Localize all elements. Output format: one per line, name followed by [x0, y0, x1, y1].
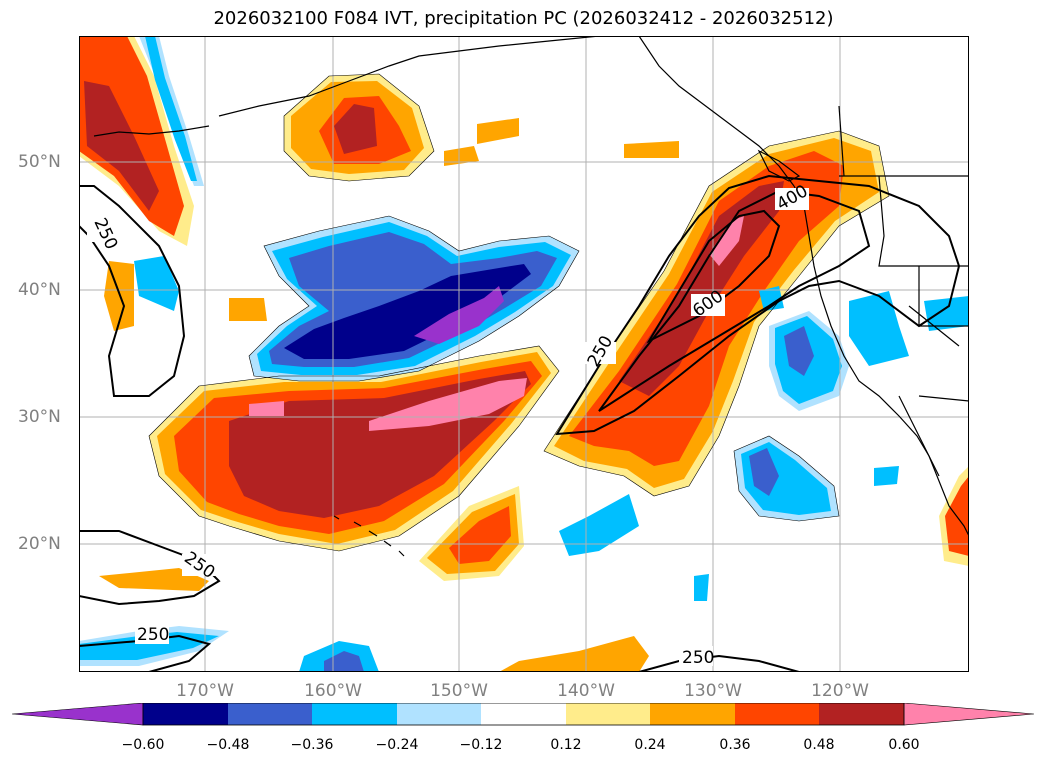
- colorbar-tick-4: −0.12: [459, 737, 503, 753]
- anomaly-fill-nw-streak-blue: [145, 36, 197, 181]
- anomaly-fill-sw-a-cyan: [79, 632, 219, 660]
- colorbar-tick-5: 0.12: [550, 737, 582, 753]
- lat-label-20n: 20°N: [18, 534, 61, 554]
- anomaly-fill-band-pink-a: [369, 378, 527, 431]
- colorbar-swatch-9: [819, 703, 904, 725]
- colorbar-tick-8: 0.48: [803, 737, 835, 753]
- colorbar-swatch-6: [566, 703, 650, 725]
- colorbar-swatch-0: [12, 703, 144, 726]
- anomaly-fill-nw-red: [84, 81, 159, 211]
- ivt-contour-250-west: [79, 185, 186, 397]
- colorbar-swatch-8: [735, 703, 819, 725]
- anomaly-fill-east-e: [924, 296, 969, 331]
- alaska-coast: [218, 36, 600, 117]
- anomaly-fill-ar-pink: [709, 216, 744, 266]
- ivt-contour-250-south: [79, 634, 212, 672]
- anomaly-fill-ar-darkred: [619, 181, 784, 396]
- anomaly-fill-north-patch-b: [444, 146, 479, 166]
- colorbar-tick-9: 0.60: [888, 737, 920, 753]
- anomaly-fill-east-f: [874, 466, 899, 486]
- colorbar-swatch-2: [228, 703, 312, 725]
- colorbar-tick-0: −0.60: [121, 737, 165, 753]
- lon-label-160w: 160°W: [304, 681, 362, 701]
- anomaly-fill-sw-b-blue: [324, 651, 364, 672]
- lat-label-40n: 40°N: [18, 280, 61, 300]
- state-border-a: [878, 175, 969, 267]
- anomaly-fill-sw-patch: [99, 568, 209, 591]
- lon-label-150w: 150°W: [430, 681, 488, 701]
- anomaly-fill-east-a-blue: [784, 326, 814, 376]
- anomaly-fill-band-pink-b: [249, 401, 284, 416]
- anomaly-fill-west-blue: [134, 256, 179, 311]
- anomaly-fill-east-b: [849, 291, 909, 366]
- mexico-border: [918, 395, 969, 402]
- hawaii-islands: [333, 515, 405, 557]
- map-panel: 250 250 250 250 250 600 400: [79, 36, 969, 672]
- map-svg: 250 250 250 250 250 600 400: [79, 36, 969, 672]
- colorbar-swatch-4: [397, 703, 481, 725]
- anomaly-fill-east-d: [759, 286, 784, 311]
- positive-anomaly-fills: [79, 36, 969, 672]
- anomaly-fill-east-c-blue: [749, 448, 779, 496]
- colorbar-swatch-1: [143, 703, 228, 725]
- lat-label-50n: 50°N: [18, 152, 61, 172]
- inland-border: [838, 105, 845, 177]
- lon-label-130w: 130°W: [684, 681, 742, 701]
- bc-coast: [638, 36, 795, 187]
- anomaly-fill-south-a: [559, 494, 639, 556]
- anomaly-fill-north-patch-c: [624, 141, 679, 158]
- anomaly-fill-west-patch: [229, 298, 267, 321]
- anomaly-fill-center-navy: [284, 264, 531, 359]
- colorbar-tick-7: 0.36: [719, 737, 751, 753]
- anomaly-fill-bottom-patch: [499, 636, 649, 672]
- colorbar-swatch-7: [650, 703, 735, 725]
- contour-label-250-south: 250: [137, 625, 169, 645]
- colorbar: [12, 703, 1035, 726]
- ivt-contour-250-ar: [555, 174, 961, 436]
- anomaly-fill-west-edge: [104, 261, 134, 331]
- colorbar-tick-3: −0.24: [375, 737, 419, 753]
- ivt-contours: [79, 174, 961, 672]
- colorbar-swatch-3: [312, 703, 397, 725]
- colorbar-swatch-5: [481, 703, 566, 725]
- colorbar-tick-2: −0.36: [290, 737, 334, 753]
- ivt-contour-250-bottom: [638, 654, 800, 672]
- anomaly-fill-south-red: [449, 506, 511, 564]
- graticule: [79, 36, 969, 672]
- aleutian-chain: [93, 125, 210, 137]
- baja-coast: [898, 395, 940, 477]
- negative-anomaly-fills: [79, 36, 969, 672]
- map-title: 2026032100 F084 IVT, precipitation PC (2…: [213, 8, 834, 29]
- anomaly-fill-north-darkred: [334, 104, 377, 154]
- anomaly-fill-north-patch-a: [477, 118, 519, 144]
- lat-label-30n: 30°N: [18, 407, 61, 427]
- colorbar-tick-6: 0.24: [634, 737, 666, 753]
- colorbar-swatch-10: [903, 703, 1035, 726]
- ivt-contour-400: [598, 189, 871, 412]
- ivt-contour-250-sw: [79, 530, 221, 606]
- state-border-c: [908, 305, 960, 347]
- us-west-coast: [793, 185, 969, 537]
- lon-label-140w: 140°W: [557, 681, 615, 701]
- pc-contour-outlines: [148, 73, 890, 552]
- colorbar-tick-1: −0.48: [206, 737, 250, 753]
- contour-label-250-bottom: 250: [682, 648, 714, 668]
- lon-label-170w: 170°W: [176, 681, 234, 701]
- anomaly-fill-south-b: [694, 574, 709, 601]
- lon-label-120w: 120°W: [811, 681, 869, 701]
